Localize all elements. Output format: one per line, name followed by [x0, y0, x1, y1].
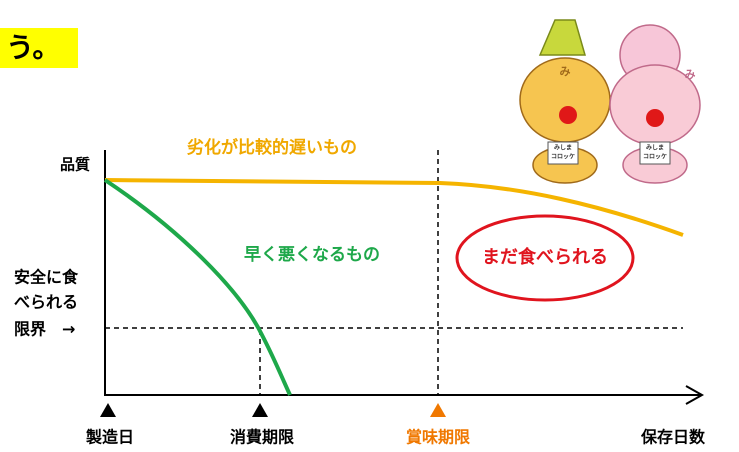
banner-text: う。	[6, 31, 60, 64]
x-label: 保存日数	[640, 428, 706, 447]
mascot-face-text: み	[685, 68, 696, 81]
slow-curve-label: 劣化が比較的遅いもの	[187, 137, 357, 158]
fast-curve	[105, 180, 290, 395]
x-label: 賞味期限	[406, 428, 471, 447]
x-label: 消費期限	[230, 428, 295, 447]
fast-curve-label: 早く悪くなるもの	[244, 245, 380, 265]
safety-label-line: べられる	[14, 293, 78, 312]
mascot-book-text: コロッケ	[551, 154, 575, 161]
mascot-face-text: み	[560, 65, 571, 78]
marker	[430, 403, 446, 417]
safety-label-line: 安全に食	[14, 268, 79, 287]
slow-curve	[105, 180, 683, 235]
mascot-book-text: みしま	[646, 144, 664, 152]
mascot-book-text: コロッケ	[643, 154, 667, 161]
marker	[100, 403, 116, 417]
marker	[252, 403, 268, 417]
mascot-book-text: みしま	[554, 144, 572, 152]
page: う。 品質 劣化が比較的遅いもの 早く悪くなるもの まだ食べられる 安全に食 べ…	[0, 0, 739, 452]
y-axis-label: 品質	[60, 156, 90, 174]
safety-label-line: 限界 →	[14, 320, 75, 339]
mascot: み みしま コロッケ	[520, 20, 610, 183]
still-edible-label: まだ食べられる	[482, 246, 608, 268]
x-label: 製造日	[85, 428, 134, 447]
mascot: み みしま コロッケ	[610, 25, 700, 183]
